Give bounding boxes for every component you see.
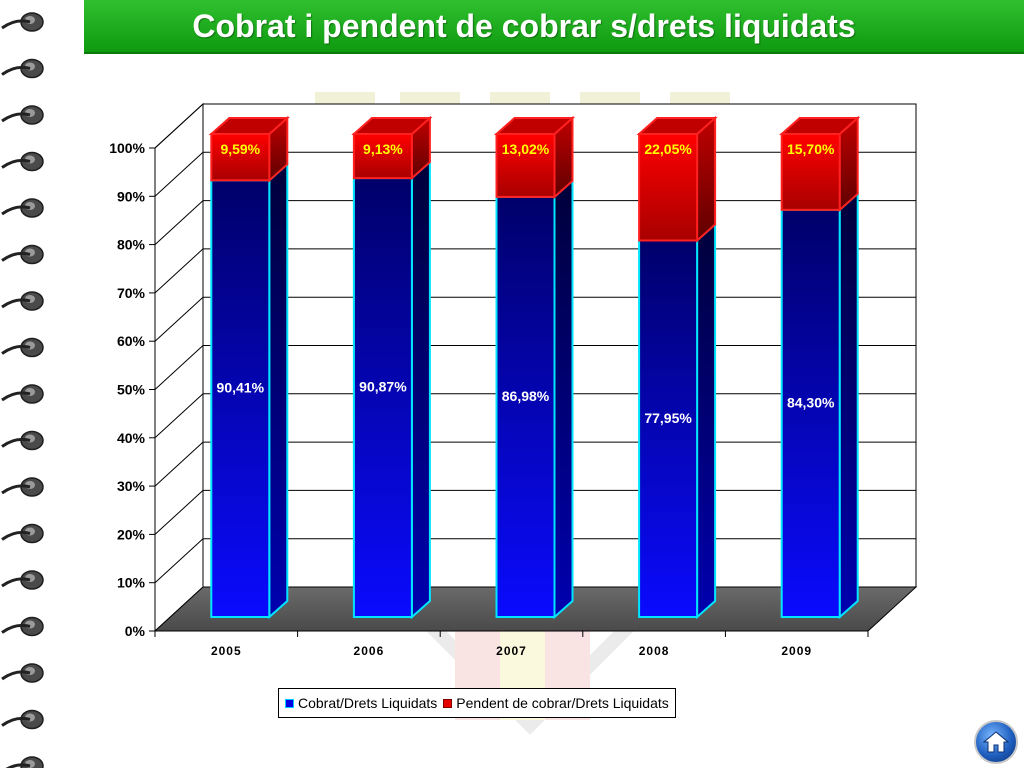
- y-tick-label: 90%: [117, 188, 146, 204]
- bar-cobrat: [210, 179, 271, 618]
- legend-label-pendent: Pendent de cobrar/Drets Liquidats: [456, 695, 669, 711]
- bar-cobrat-side: [838, 191, 859, 620]
- bar-cobrat-side: [268, 162, 289, 620]
- data-label-cobrat: 86,98%: [502, 388, 550, 404]
- y-tick-label: 40%: [117, 430, 146, 446]
- plot-area: 0% 10% 20% 30% 40% 50% 60% 70% 80% 90% 100% 2005 200…: [109, 102, 918, 658]
- gridline-side: [154, 490, 204, 535]
- x-tick-label: 2009: [781, 644, 812, 658]
- spiral-ring: [1, 430, 44, 451]
- legend-label-cobrat: Cobrat/Drets Liquidats: [298, 695, 438, 711]
- bar-stack: 84,30% 15,70%: [779, 115, 861, 620]
- home-button[interactable]: [974, 720, 1018, 764]
- y-tick-label: 80%: [117, 237, 146, 253]
- x-tick-label: 2006: [354, 644, 385, 658]
- data-label-pendent: 22,05%: [644, 141, 692, 157]
- bar-pendent-top: [779, 117, 861, 135]
- data-label-pendent: 9,13%: [363, 141, 403, 157]
- data-label-cobrat: 84,30%: [787, 394, 835, 410]
- legend-item-pendent: Pendent de cobrar/Drets Liquidats: [443, 695, 669, 711]
- spiral-ring: [1, 663, 44, 683]
- home-icon: [983, 731, 1009, 753]
- bar-pendent: [210, 133, 271, 182]
- gridline-side: [154, 345, 204, 390]
- y-tick-label: 10%: [117, 575, 146, 591]
- title-bar: Cobrat i pendent de cobrar s/drets liqui…: [84, 0, 1024, 54]
- spiral-ring: [1, 709, 44, 730]
- legend-item-cobrat: Cobrat/Drets Liquidats: [285, 695, 437, 711]
- y-tick-label: 100%: [109, 140, 145, 156]
- chart-legend: Cobrat/Drets Liquidats Pendent de cobrar…: [278, 688, 676, 718]
- data-label-pendent: 13,02%: [502, 141, 550, 157]
- gridline-side: [154, 200, 204, 245]
- spiral-ring: [1, 151, 44, 172]
- spiral-ring: [1, 244, 44, 265]
- bar-pendent-top: [208, 117, 290, 135]
- bar-stack: 90,87% 9,13%: [351, 115, 433, 620]
- bar-cobrat-side: [553, 178, 574, 620]
- y-tick-label: 20%: [117, 526, 146, 542]
- legend-swatch-red: [443, 698, 453, 708]
- bar-cobrat: [638, 239, 699, 618]
- bar-pendent-top: [493, 117, 576, 135]
- bar-cobrat-side: [410, 159, 431, 620]
- gridline-side: [154, 296, 204, 342]
- gridline-side: [154, 151, 204, 197]
- gridline-side: [154, 441, 204, 487]
- data-label-pendent: 9,59%: [220, 141, 260, 157]
- data-label-cobrat: 77,95%: [644, 410, 692, 426]
- data-label-cobrat: 90,87%: [359, 379, 407, 395]
- data-label-pendent: 15,70%: [787, 141, 835, 157]
- gridline-side: [154, 248, 204, 294]
- bar-cobrat: [352, 177, 413, 618]
- y-tick-label: 30%: [117, 478, 146, 494]
- x-tick-label: 2007: [496, 644, 527, 658]
- spiral-ring: [5, 756, 44, 768]
- gridline-side: [154, 103, 204, 149]
- spiral-binding-icon: [1, 12, 44, 768]
- bar-pendent: [352, 133, 413, 180]
- spiral-ring: [1, 384, 44, 404]
- spiral-ring: [1, 291, 44, 311]
- bar-pendent-side: [696, 115, 717, 243]
- legend-swatch-blue: [285, 698, 294, 708]
- spiral-ring: [1, 105, 44, 125]
- bar-stack: 90,41% 9,59%: [208, 115, 290, 620]
- bar-cobrat: [780, 208, 841, 618]
- x-tick-label: 2005: [211, 644, 242, 658]
- spiral-ring: [1, 616, 44, 637]
- bar-pendent: [495, 133, 556, 198]
- spiral-ring: [1, 12, 44, 32]
- bar-stack: 77,95% 22,05%: [636, 115, 718, 620]
- spiral-ring: [1, 58, 44, 79]
- gridline-side: [154, 393, 204, 439]
- y-tick-label: 60%: [117, 333, 146, 349]
- y-tick-label: 70%: [117, 285, 146, 301]
- bar-pendent-top: [351, 117, 433, 135]
- spiral-ring: [1, 337, 44, 358]
- bar-cobrat-side: [696, 222, 717, 620]
- spiral-ring: [1, 570, 44, 590]
- spiral-ring: [1, 477, 44, 497]
- y-tick-label: 50%: [117, 382, 146, 398]
- bar-pendent-top: [636, 117, 718, 135]
- bar-stack: 86,98% 13,02%: [493, 115, 576, 620]
- page-title: Cobrat i pendent de cobrar s/drets liqui…: [192, 7, 856, 44]
- spiral-ring: [1, 198, 44, 218]
- data-label-cobrat: 90,41%: [217, 380, 265, 396]
- bar-cobrat: [495, 195, 556, 618]
- gridline-side: [154, 538, 204, 584]
- x-tick-label: 2008: [639, 644, 670, 658]
- y-tick-label: 0%: [125, 623, 146, 639]
- spiral-ring: [1, 523, 44, 544]
